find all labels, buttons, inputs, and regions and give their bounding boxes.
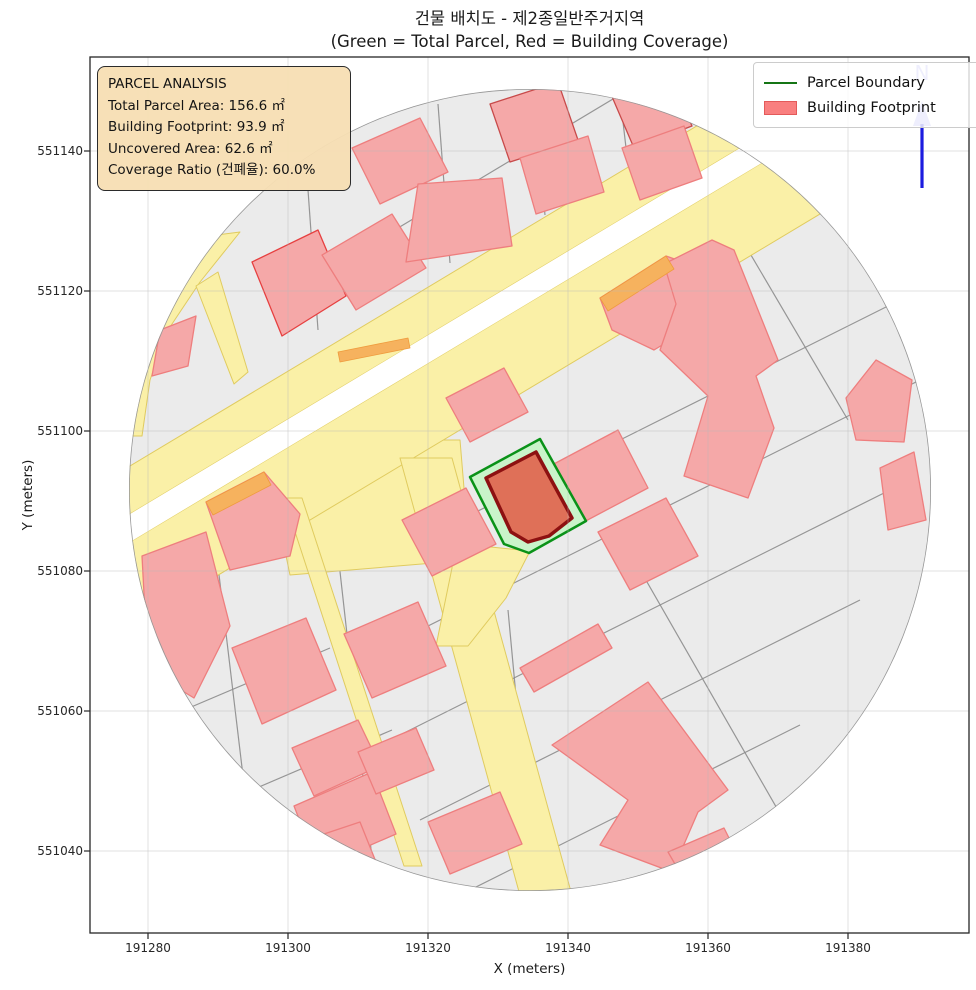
plot-title: 건물 배치도 - 제2종일반주거지역 — [414, 9, 645, 28]
y-tick-label: 551040 — [37, 844, 83, 858]
legend-box: Parcel Boundary Building Footprint — [753, 62, 976, 128]
road-accents — [205, 255, 675, 516]
legend-line-swatch — [764, 81, 797, 84]
parcel-analysis-box: PARCEL ANALYSIS Total Parcel Area: 156.6… — [97, 66, 351, 191]
x-tick-label: 191340 — [545, 941, 591, 955]
legend-label: Parcel Boundary — [807, 74, 925, 91]
highlight-building — [484, 450, 574, 544]
grid-lines — [90, 57, 969, 933]
plot-subtitle: (Green = Total Parcel, Red = Building Co… — [330, 32, 729, 51]
y-tick-label: 551060 — [37, 704, 83, 718]
y-axis-label: Y (meters) — [20, 459, 36, 531]
x-axis-label: X (meters) — [493, 961, 566, 977]
info-line-footprint: Building Footprint: 93.9 ㎡ — [108, 119, 285, 135]
legend-item-building-footprint: Building Footprint — [764, 95, 972, 120]
y-tick-label: 551100 — [37, 424, 83, 438]
axes-frame — [89, 56, 970, 934]
x-tick-label: 191360 — [685, 941, 731, 955]
legend-label: Building Footprint — [807, 99, 936, 116]
x-tick-label: 191320 — [405, 941, 451, 955]
legend-patch-swatch — [764, 100, 797, 115]
info-line-heading: PARCEL ANALYSIS — [108, 76, 227, 92]
y-tick-label: 551120 — [37, 284, 83, 298]
info-line-uncovered: Uncovered Area: 62.6 ㎡ — [108, 140, 273, 157]
x-tick-label: 191380 — [825, 941, 871, 955]
legend-item-parcel-boundary: Parcel Boundary — [764, 70, 972, 95]
y-tick-label: 551140 — [37, 144, 83, 158]
x-tick-label: 191300 — [265, 941, 311, 955]
y-tick-label: 551080 — [37, 564, 83, 578]
info-line-total-area: Total Parcel Area: 156.6 ㎡ — [108, 97, 285, 114]
info-line-coverage: Coverage Ratio (건폐율): 60.0% — [108, 162, 316, 178]
x-tick-label: 191280 — [125, 941, 171, 955]
buildings — [141, 89, 927, 891]
